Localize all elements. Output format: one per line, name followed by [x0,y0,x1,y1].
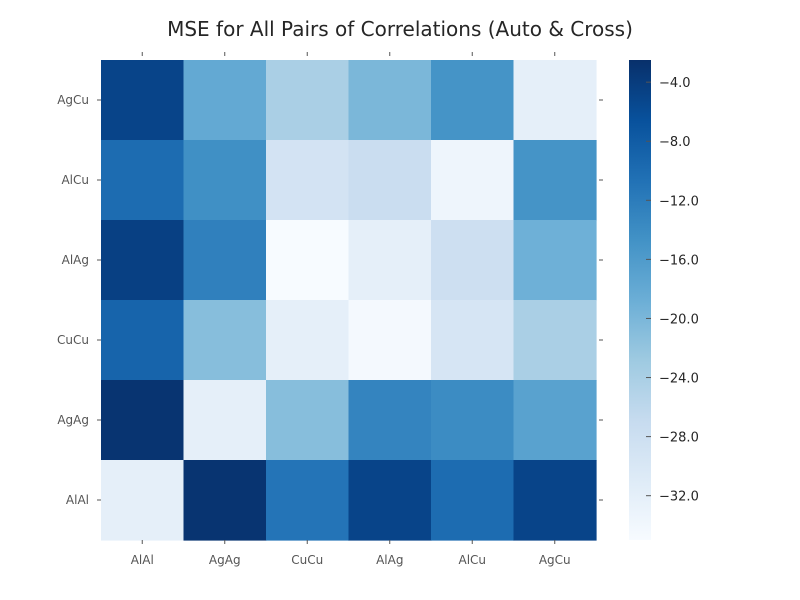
x-tick-label: AgCu [539,553,571,567]
heatmap-cells [101,60,597,541]
y-tick-label: AlAg [62,253,89,267]
x-tick-label: AlAg [376,553,403,567]
heatmap-cell-AlAg-CuCu [266,220,350,301]
heatmap-cell-CuCu-AgCu [513,300,597,381]
heatmap-cell-AgAg-AgCu [513,380,597,461]
colorbar-tick-label: −32.0 [659,490,699,505]
colorbar-gradient [629,60,651,540]
heatmap-cell-AgCu-AlCu [431,60,515,141]
heatmap-cell-CuCu-CuCu [266,300,350,381]
heatmap-cell-AlCu-AlAg [348,140,432,221]
heatmap-cell-AlAl-AlCu [431,460,515,541]
y-tick-label: CuCu [57,333,89,347]
x-tick-label: AlCu [458,553,486,567]
heatmap-cell-AgAg-CuCu [266,380,350,461]
heatmap-cell-AgCu-AlAg [348,60,432,141]
y-tick-label: AgCu [57,93,89,107]
colorbar-tick-label: −20.0 [659,312,699,327]
heatmap-cell-CuCu-AlAl [101,300,185,381]
heatmap-cell-AlCu-CuCu [266,140,350,221]
heatmap-cell-CuCu-AgAg [183,300,267,381]
heatmap-cell-AgAg-AlCu [431,380,515,461]
x-tick-label: AlAl [131,553,154,567]
heatmap-cell-AlAl-AgCu [513,460,597,541]
heatmap-cell-AlAg-AgAg [183,220,267,301]
y-tick-label: AgAg [57,413,89,427]
heatmap-cell-AlAg-AgCu [513,220,597,301]
heatmap-cell-AgAg-AlAl [101,380,185,461]
heatmap-cell-AlCu-AgAg [183,140,267,221]
heatmap-cell-AlAl-AgAg [183,460,267,541]
colorbar-tick-label: −8.0 [659,135,691,150]
heatmap-cell-AlCu-AlCu [431,140,515,221]
heatmap-cell-AlCu-AlAl [101,140,185,221]
heatmap-cell-AgCu-AgAg [183,60,267,141]
heatmap-cell-AgAg-AlAg [348,380,432,461]
x-axis: AlAl AgAg CuCu AlAg AlCu AgCu [131,52,571,567]
colorbar-tick-label: −28.0 [659,431,699,446]
colorbar-tick-label: −16.0 [659,253,699,268]
heatmap-cell-AlAl-AlAg [348,460,432,541]
y-tick-label: AlCu [61,173,89,187]
heatmap-cell-AgCu-AgCu [513,60,597,141]
colorbar-tick-label: −12.0 [659,194,699,209]
x-tick-label: CuCu [291,553,323,567]
heatmap-cell-CuCu-AlAg [348,300,432,381]
heatmap-cell-AgAg-AgAg [183,380,267,461]
chart-title: MSE for All Pairs of Correlations (Auto … [167,17,633,41]
colorbar-tick-label: −4.0 [659,76,691,91]
colorbar: −32.0 −28.0 −24.0 −20.0 −16.0 −12.0 −8.0 −4.0 [629,60,699,540]
heatmap-cell-AlCu-AgCu [513,140,597,221]
heatmap-cell-AlAl-CuCu [266,460,350,541]
heatmap-cell-AlAg-AlAl [101,220,185,301]
heatmap-cell-AlAg-AlCu [431,220,515,301]
y-axis: AgCu AlCu AlAg CuCu AgAg AlAl [57,93,603,507]
heatmap-cell-CuCu-AlCu [431,300,515,381]
heatmap-cell-AlAl-AlAl [101,460,185,541]
heatmap-cell-AlAg-AlAg [348,220,432,301]
heatmap-cell-AgCu-AlAl [101,60,185,141]
x-tick-label: AgAg [209,553,241,567]
y-tick-label: AlAl [66,493,89,507]
colorbar-tick-label: −24.0 [659,372,699,387]
heatmap-cell-AgCu-CuCu [266,60,350,141]
